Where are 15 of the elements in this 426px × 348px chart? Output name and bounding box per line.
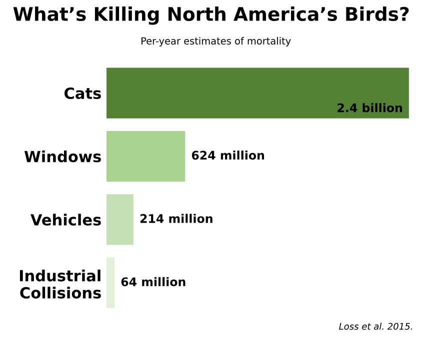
y-tick-label: Vehicles <box>30 214 101 226</box>
data-label: 624 million <box>192 150 264 160</box>
y-tick-label: Cats <box>64 87 101 100</box>
y-tick-label: Windows <box>24 150 101 162</box>
data-label: 214 million <box>140 214 212 223</box>
chart-subtitle: Per-year estimates of mortality <box>142 37 291 46</box>
text: Loss et al. 2015. <box>339 322 412 330</box>
chart-title: What’s Killing North America’s Birds? <box>13 6 409 25</box>
bar <box>106 68 409 118</box>
bar <box>106 258 115 308</box>
data-label: 2.4 billion <box>338 103 402 112</box>
bar <box>106 130 186 182</box>
bar <box>106 194 134 245</box>
y-tick-label: Industrial Collisions <box>20 270 101 299</box>
data-label: 64 million <box>121 277 186 286</box>
